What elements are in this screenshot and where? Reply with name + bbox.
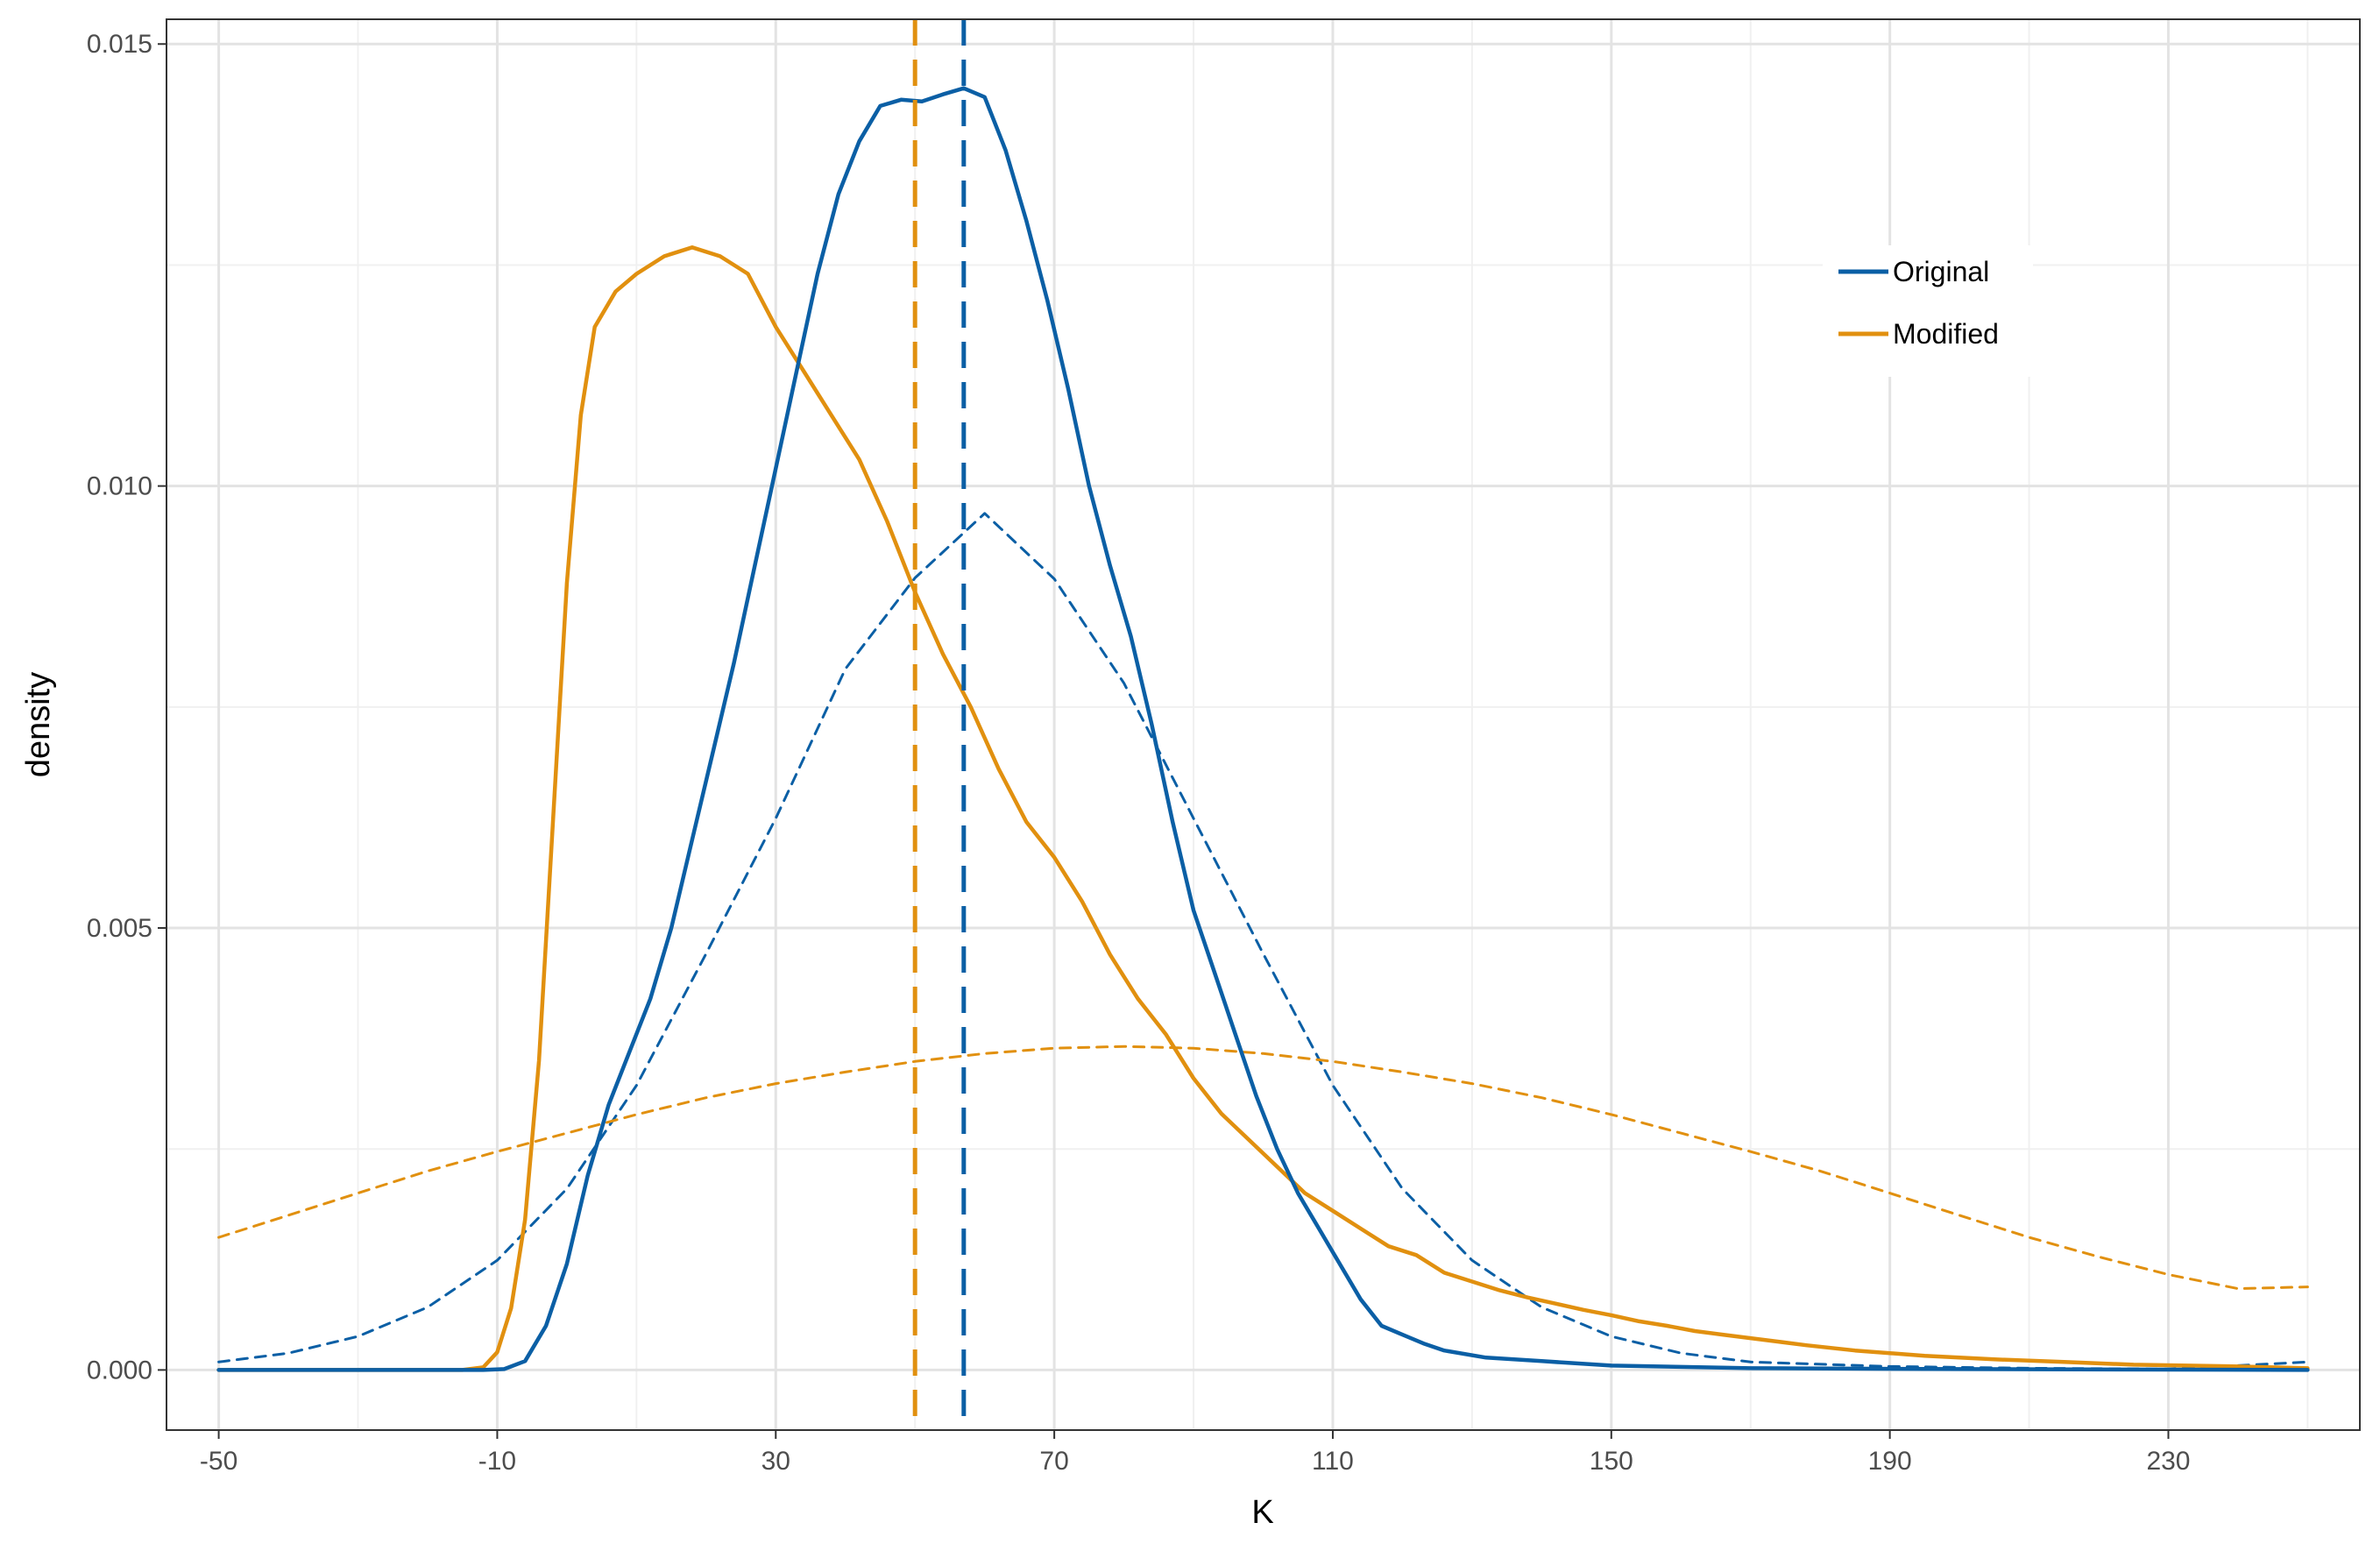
series-modified-normal-fit-line [217,1045,2309,1291]
y-axis-title: density [20,672,57,777]
x-axis-title: K [1251,1494,1273,1531]
x-tick-label: -50 [200,1447,237,1476]
x-tick-label: 30 [761,1447,790,1476]
panel-background [166,19,2360,1430]
series-modified-density-line [216,245,2310,1372]
y-tick-label: 0.015 [87,30,152,59]
legend-label-modified: Modified [1893,318,1999,350]
x-tick-label: -10 [478,1447,516,1476]
series-original-density-line [216,86,2310,1372]
x-tick-label: 70 [1039,1447,1068,1476]
x-tick-label: 110 [1312,1447,1354,1476]
x-axis: -50 -10 30 70 110 150 190 230 [200,1430,2191,1476]
legend-label-original: Original [1893,256,1989,287]
legend: Original Modified [1823,245,2033,377]
y-tick-label: 0.005 [87,914,152,943]
y-tick-label: 0.000 [87,1356,152,1385]
y-axis: 0.000 0.005 0.010 0.015 [87,30,166,1385]
series-original-normal-fit-line [217,512,2309,1370]
grid-minor [166,19,2360,1430]
panel-border [166,18,2361,1431]
y-tick-label: 0.010 [87,472,152,501]
legend-background [1823,245,2033,377]
series-layer [216,86,2310,1372]
x-tick-label: 150 [1590,1447,1633,1476]
grid-major [166,19,2360,1430]
x-tick-label: 190 [1868,1447,1912,1476]
vline-layer [912,19,967,1430]
x-tick-label: 230 [2146,1447,2190,1476]
